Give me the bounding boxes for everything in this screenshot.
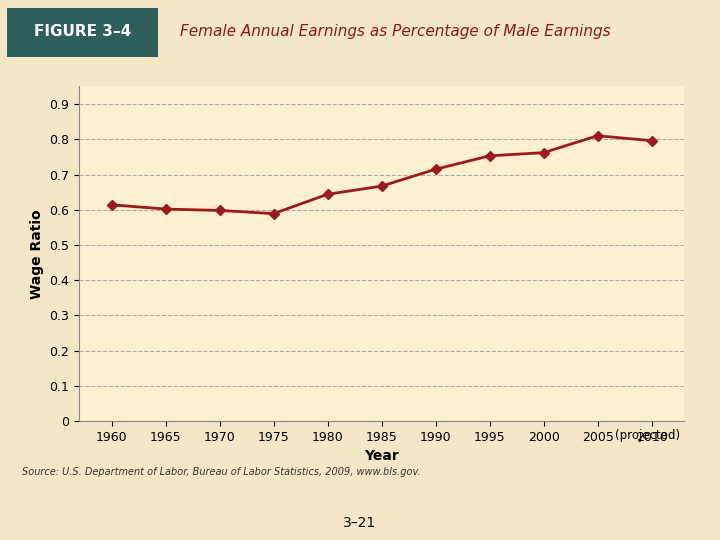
Text: (projected): (projected) — [616, 429, 680, 442]
Text: FIGURE 3–4: FIGURE 3–4 — [34, 24, 132, 38]
Text: 3–21: 3–21 — [343, 516, 377, 530]
Text: Female Annual Earnings as Percentage of Male Earnings: Female Annual Earnings as Percentage of … — [180, 24, 611, 38]
Y-axis label: Wage Ratio: Wage Ratio — [30, 209, 44, 299]
X-axis label: Year: Year — [364, 449, 399, 463]
Text: Source: U.S. Department of Labor, Bureau of Labor Statistics, 2009, www.bls.gov.: Source: U.S. Department of Labor, Bureau… — [22, 467, 420, 477]
FancyBboxPatch shape — [7, 8, 158, 57]
